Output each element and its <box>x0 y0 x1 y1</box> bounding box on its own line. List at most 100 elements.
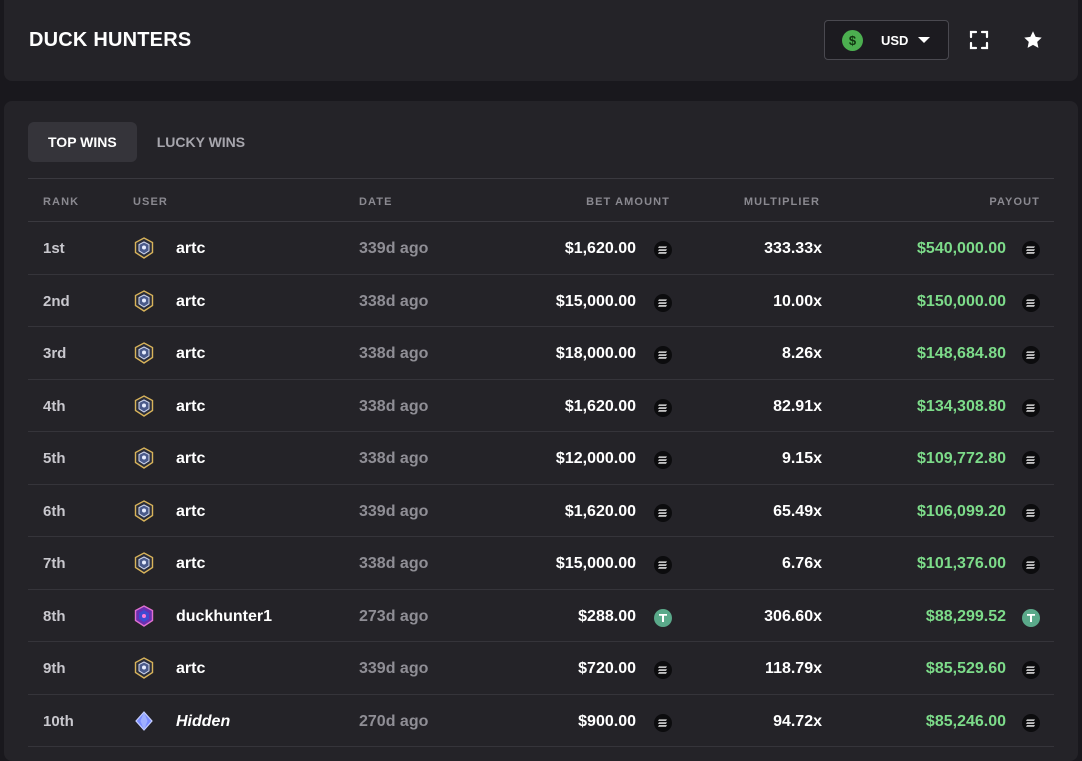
payout-cell: $134,308.80 <box>917 397 1006 415</box>
date-cell: 338d ago <box>359 397 429 415</box>
bet-amount-cell: $1,620.00 <box>564 502 636 520</box>
payout-cell: $109,772.80 <box>917 450 1006 467</box>
multiplier-cell: 10.00x <box>773 292 822 310</box>
game-header: DUCK HUNTERS $ USD <box>4 0 1078 81</box>
favorite-button[interactable] <box>1021 28 1045 52</box>
rank-cell: 3rd <box>43 345 67 362</box>
bet-amount-cell: $15,000.00 <box>555 555 636 572</box>
purple-gem-avatar-icon <box>133 604 155 627</box>
user-cell: Hidden <box>176 712 231 730</box>
bet-amount-cell: $288.00 <box>578 607 636 625</box>
user-cell[interactable]: artc <box>176 502 206 520</box>
user-cell[interactable]: duckhunter1 <box>176 607 273 625</box>
multiplier-cell: 94.72x <box>773 712 822 730</box>
user-cell[interactable]: artc <box>176 555 206 572</box>
table-row: 7th artc 338d ago $15,000.00 6.76x $101,376.0… <box>28 537 1054 590</box>
fullscreen-icon <box>969 30 989 50</box>
solana-token-icon <box>654 398 672 417</box>
table-row: 5th artc 338d ago $12,000.00 9.15x $109,772.8… <box>28 432 1054 485</box>
rank-cell: 9th <box>43 660 66 677</box>
game-title: DUCK HUNTERS <box>29 29 192 51</box>
column-header-user: USER <box>133 196 168 208</box>
table-row: 1st artc 339d ago $1,620.00 333.33x $540,000.… <box>28 222 1054 275</box>
shield-avatar-icon <box>133 447 155 469</box>
bet-amount-cell: $720.00 <box>578 660 636 677</box>
bet-amount-cell: $15,000.00 <box>555 292 636 310</box>
multiplier-cell: 333.33x <box>764 240 822 257</box>
solana-token-icon <box>654 556 672 574</box>
rank-cell: 10th <box>43 712 74 730</box>
table-row: 3rd artc 338d ago $18,000.00 8.26x $148,684.8… <box>28 327 1054 380</box>
solana-token-icon <box>1022 451 1040 469</box>
rank-cell: 5th <box>43 450 66 467</box>
payout-cell: $88,299.52 <box>925 607 1006 625</box>
tab-top-wins[interactable]: TOP WINS <box>28 122 137 162</box>
date-cell: 270d ago <box>359 712 429 730</box>
column-header-payout: PAYOUT <box>989 196 1040 208</box>
user-cell[interactable]: artc <box>176 345 206 362</box>
leaderboard-panel: TOP WINS LUCKY WINS RANK USER DATE BET A… <box>4 101 1078 761</box>
solana-token-icon <box>654 293 672 312</box>
payout-cell: $101,376.00 <box>917 555 1006 572</box>
user-cell[interactable]: artc <box>176 660 206 677</box>
tab-lucky-wins[interactable]: LUCKY WINS <box>156 134 246 150</box>
solana-token-icon <box>654 661 672 679</box>
bet-amount-cell: $1,620.00 <box>564 240 636 257</box>
column-header-multiplier: MULTIPLIER <box>743 196 820 208</box>
bet-amount-cell: $12,000.00 <box>555 450 636 467</box>
shield-avatar-icon <box>133 499 155 522</box>
solana-token-icon <box>654 241 672 259</box>
bet-amount-cell: $1,620.00 <box>564 397 636 415</box>
column-header-rank: RANK <box>43 196 80 208</box>
table-body: 1st artc 339d ago $1,620.00 333.33x $540,000.… <box>28 222 1054 747</box>
multiplier-cell: 6.76x <box>781 555 822 572</box>
solana-token-icon <box>1022 293 1040 312</box>
column-header-bet-amount: BET AMOUNT <box>586 196 670 208</box>
user-cell[interactable]: artc <box>176 450 206 467</box>
rank-cell: 7th <box>43 555 66 572</box>
blue-gem-avatar-icon <box>133 710 155 732</box>
payout-cell: $85,246.00 <box>925 712 1006 730</box>
solana-token-icon <box>654 451 672 469</box>
rank-cell: 4th <box>43 397 66 415</box>
usdt-token-icon <box>1022 608 1040 627</box>
table-row: 8th duckhunter1 273d ago $288.00 306.60x $88,… <box>28 590 1054 642</box>
solana-token-icon <box>1022 661 1040 679</box>
multiplier-cell: 8.26x <box>781 345 822 362</box>
user-cell[interactable]: artc <box>176 397 206 415</box>
payout-cell: $150,000.00 <box>917 292 1006 310</box>
user-cell[interactable]: artc <box>176 292 206 310</box>
solana-token-icon <box>1022 713 1040 732</box>
multiplier-cell: 306.60x <box>764 607 822 625</box>
solana-token-icon <box>654 346 672 364</box>
table-header: RANK USER DATE BET AMOUNT MULTIPLIER PAY… <box>28 178 1054 222</box>
date-cell: 338d ago <box>359 345 429 362</box>
currency-label: USD <box>881 32 909 48</box>
date-cell: 338d ago <box>359 450 429 467</box>
solana-token-icon <box>1022 241 1040 259</box>
shield-avatar-icon <box>133 657 155 679</box>
multiplier-cell: 65.49x <box>773 502 822 520</box>
date-cell: 338d ago <box>359 292 429 310</box>
fullscreen-button[interactable] <box>967 28 991 52</box>
payout-cell: $106,099.20 <box>917 502 1006 520</box>
bet-amount-cell: $18,000.00 <box>555 345 636 362</box>
table-row: 2nd artc 338d ago $15,000.00 10.00x $150,000.… <box>28 275 1054 327</box>
date-cell: 339d ago <box>359 502 429 520</box>
date-cell: 338d ago <box>359 555 429 572</box>
usdt-token-icon <box>654 608 672 627</box>
shield-avatar-icon <box>133 237 155 259</box>
table-row: 10th Hidden 270d ago $900.00 94.72x $85,246.0… <box>28 695 1054 747</box>
table-row: 4th artc 338d ago $1,620.00 82.91x $134,308.8… <box>28 380 1054 432</box>
solana-token-icon <box>1022 503 1040 522</box>
payout-cell: $148,684.80 <box>917 345 1006 362</box>
payout-cell: $540,000.00 <box>917 240 1006 257</box>
currency-selector[interactable]: $ USD <box>824 20 949 60</box>
dollar-coin-icon: $ <box>842 29 863 51</box>
wins-table: RANK USER DATE BET AMOUNT MULTIPLIER PAY… <box>28 178 1054 747</box>
user-cell[interactable]: artc <box>176 240 206 257</box>
rank-cell: 1st <box>43 240 65 257</box>
table-row: 9th artc 339d ago $720.00 118.79x $85,529.60 <box>28 642 1054 695</box>
shield-avatar-icon <box>133 289 155 312</box>
date-cell: 339d ago <box>359 240 429 257</box>
